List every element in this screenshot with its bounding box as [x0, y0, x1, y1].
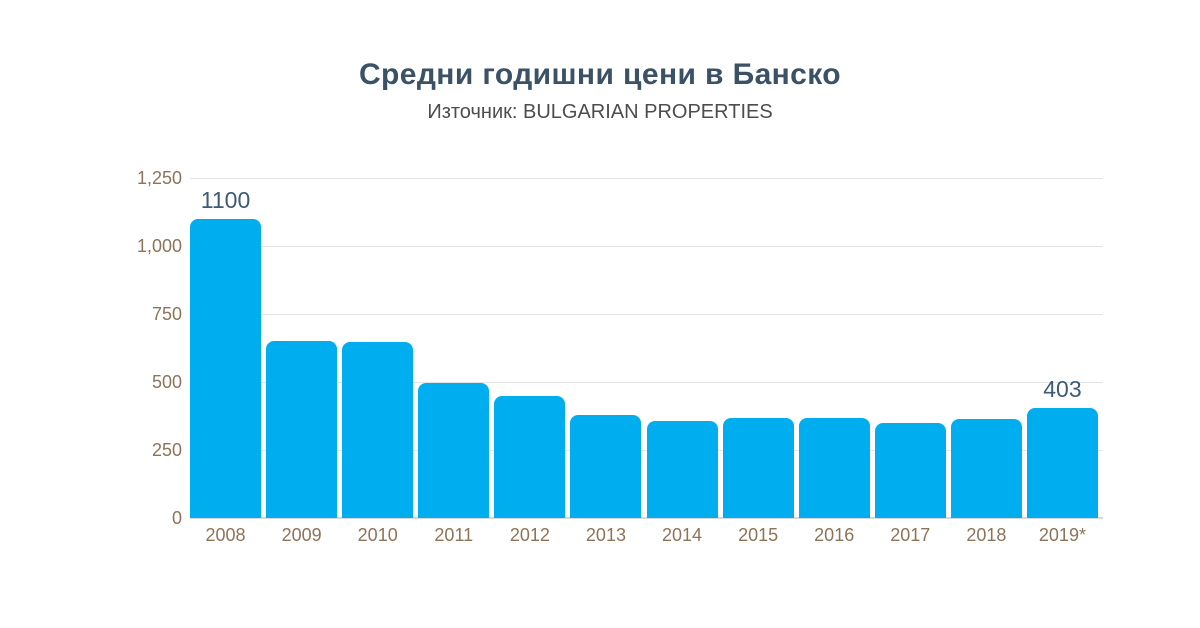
bar-2014	[646, 420, 718, 518]
x-axis-tick-label: 2014	[662, 525, 703, 545]
x-axis-tick-label: 2008	[205, 525, 246, 545]
x-axis-tick-label: 2010	[357, 525, 398, 545]
y-axis-tick-label: 750	[151, 304, 182, 324]
y-axis-tick-label: 250	[151, 440, 182, 460]
gridline	[190, 382, 1103, 383]
bar-2012	[494, 395, 566, 518]
x-axis-tick-label: 2016	[814, 525, 855, 545]
x-axis-baseline	[190, 517, 1103, 519]
y-axis-tick-label: 1,250	[136, 168, 182, 188]
x-axis-tick-label: 2012	[509, 525, 550, 545]
x-axis-tick-label: 2018	[966, 525, 1007, 545]
bar-2010	[342, 341, 414, 518]
chart-subtitle: Източник: BULGARIAN PROPERTIES	[427, 101, 773, 123]
x-axis-tick-label: 2011	[434, 525, 474, 545]
y-axis-tick-label: 500	[151, 372, 182, 392]
x-axis-tick-label: 2013	[585, 525, 626, 545]
bar-value-label: 1100	[200, 186, 251, 213]
gridline	[190, 178, 1103, 179]
gridline	[190, 314, 1103, 315]
y-axis-tick-label: 1,000	[136, 236, 182, 256]
bar-2009	[266, 341, 338, 518]
bar-2008	[190, 218, 262, 518]
bar-chart-plot	[190, 178, 1103, 519]
gridline	[190, 246, 1103, 247]
bar-2011	[418, 383, 490, 518]
bar-2013	[570, 414, 642, 518]
x-axis-tick-label: 2017	[890, 525, 931, 545]
bar-2016	[798, 418, 870, 518]
x-axis-tick-label: 2009	[281, 525, 322, 545]
bar-value-label: 403	[1043, 376, 1082, 403]
y-axis-tick-label: 0	[171, 508, 182, 528]
chart-title: Средни годишни цени в Банско	[358, 58, 842, 91]
bar-2018	[950, 418, 1022, 518]
bar-2019	[1026, 408, 1098, 518]
x-axis-tick-label: 2015	[738, 525, 779, 545]
bar-2017	[874, 422, 946, 518]
x-axis-tick-label: 2019*	[1038, 525, 1086, 545]
bar-2015	[722, 417, 794, 518]
